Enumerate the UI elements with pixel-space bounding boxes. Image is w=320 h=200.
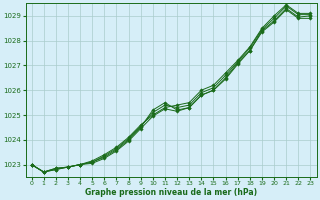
X-axis label: Graphe pression niveau de la mer (hPa): Graphe pression niveau de la mer (hPa) [85,188,257,197]
